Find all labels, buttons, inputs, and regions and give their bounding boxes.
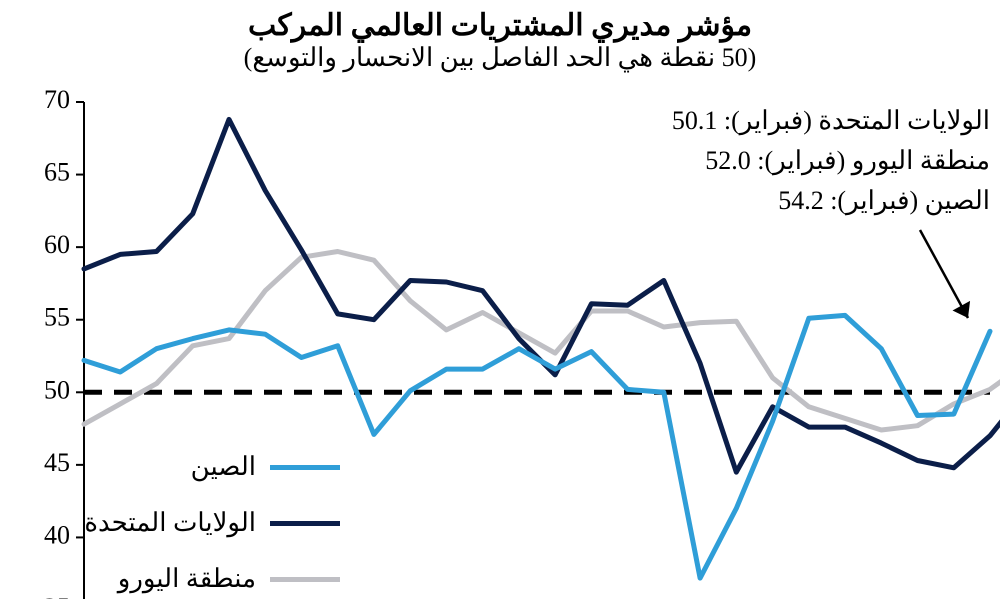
legend-swatch-china [270,465,340,470]
chart-root: مؤشر مديري المشتريات العالمي المركب (50 … [0,0,1000,599]
legend-label-us: الولايات المتحدة [84,508,256,538]
legend-label-euro: منطقة اليورو [118,564,256,594]
annotation-us: الولايات المتحدة (فبراير): 50.1 [672,106,990,136]
annotation-china: الصين (فبراير): 54.2 [778,186,990,216]
ytick-label: 45 [44,448,70,477]
series-euro [84,252,1000,431]
legend-row-euro: منطقة اليورو [118,564,340,594]
ytick-label: 50 [44,375,70,404]
ytick-label: 70 [44,85,70,114]
legend-row-china: الصين [191,452,340,482]
ytick-label: 60 [44,230,70,259]
annotation-arrow-line [920,230,968,318]
ytick-label: 55 [44,303,70,332]
annotation-euro: منطقة اليورو (فبراير): 52.0 [705,146,990,176]
ytick-label: 35 [44,593,70,599]
ytick-label: 65 [44,158,70,187]
legend-row-us: الولايات المتحدة [84,508,340,538]
legend-swatch-euro [270,577,340,582]
ytick-label: 40 [44,520,70,549]
legend-label-china: الصين [191,452,256,482]
legend-swatch-us [270,521,340,526]
